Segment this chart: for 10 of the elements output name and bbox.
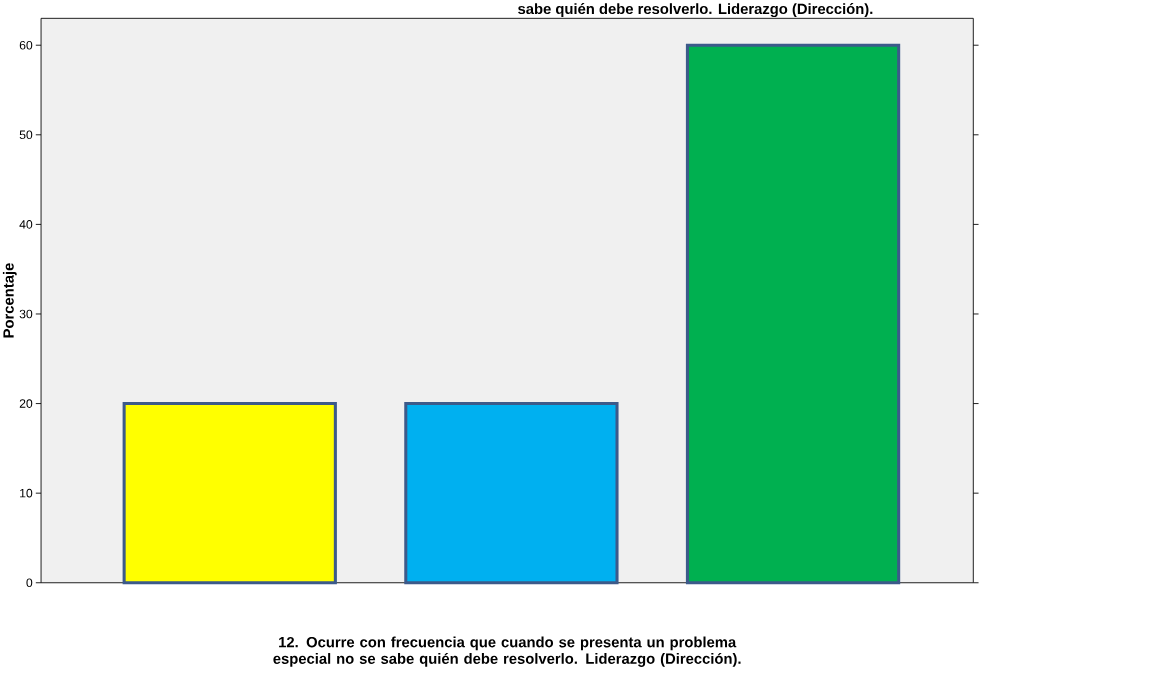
y-tick-label: 50 — [19, 130, 33, 140]
y-tick-label: 60 — [19, 41, 33, 50]
y-tick-label: 30 — [19, 309, 33, 319]
y-tick-label: 20 — [19, 399, 33, 409]
y-tick-label: 40 — [19, 220, 33, 229]
y-axis-title: Porcentaje — [2, 263, 17, 338]
chart-title: sabe quién debe resolverlo. Liderazgo (Dirección). — [518, 3, 873, 18]
y-tick-label: 0 — [26, 578, 33, 588]
y-tick-label: 10 — [20, 489, 33, 498]
x-axis-title: 12. Ocurre con frecuencia que cuando se presenta un problema especial no se sabe quién debe resolverlo. Liderazgo (Dirección). — [273, 636, 741, 668]
